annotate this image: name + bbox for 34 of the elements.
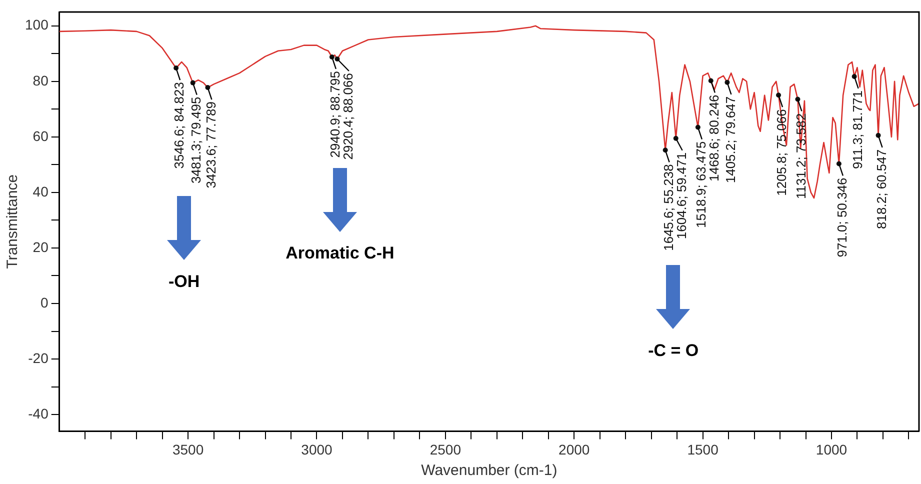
x-tick-label: 2000 xyxy=(558,441,590,458)
data-label: 1604.6; 59.471 xyxy=(674,152,689,240)
data-label: 971.0; 50.346 xyxy=(834,178,850,258)
data-label: 3423.6; 77.789 xyxy=(203,102,218,188)
y-axis-title: Transmittance xyxy=(4,174,22,269)
x-tick-label: 1000 xyxy=(816,441,848,458)
annotation: Aromatic C-H xyxy=(286,243,394,262)
y-tick-label: -40 xyxy=(28,405,49,422)
y-tick-label: 80 xyxy=(32,72,49,88)
annotation: -OH xyxy=(168,272,200,291)
data-label: 1405.2; 79.647 xyxy=(722,96,738,184)
x-tick-label: 1500 xyxy=(687,441,719,458)
y-tick-label: 20 xyxy=(32,238,49,255)
x-tick-label: 3500 xyxy=(172,441,204,458)
data-label: 1518.9; 63.475 xyxy=(694,141,709,228)
y-tick-label: 60 xyxy=(32,128,49,144)
y-tick-label: 0 xyxy=(40,294,49,310)
data-label: 911.3; 81.771 xyxy=(850,90,865,170)
y-tick-label: 40 xyxy=(32,183,49,200)
data-label: 2920.4; 88.066 xyxy=(340,73,356,160)
data-label: 1131.2; 73.582 xyxy=(793,113,808,200)
data-label: 1205.8; 75.066 xyxy=(774,109,790,196)
data-label: 818.2; 60.547 xyxy=(874,149,889,229)
data-label: 1645.6; 55.238 xyxy=(660,164,676,251)
data-label: 2940.9; 88.795 xyxy=(328,70,343,158)
x-axis-title: Wavenumber (cm-1) xyxy=(421,462,558,480)
x-tick-label: 3000 xyxy=(301,441,333,458)
y-tick-label: -20 xyxy=(28,350,49,366)
annotation: -C = O xyxy=(648,340,699,360)
data-label: 1468.6; 80.246 xyxy=(706,94,722,182)
data-label: 3546.6; 84.823 xyxy=(172,82,187,169)
x-tick-label: 2500 xyxy=(430,441,462,458)
y-tick-label: 100 xyxy=(25,16,49,33)
data-label: 3481.3; 79.495 xyxy=(188,96,204,184)
